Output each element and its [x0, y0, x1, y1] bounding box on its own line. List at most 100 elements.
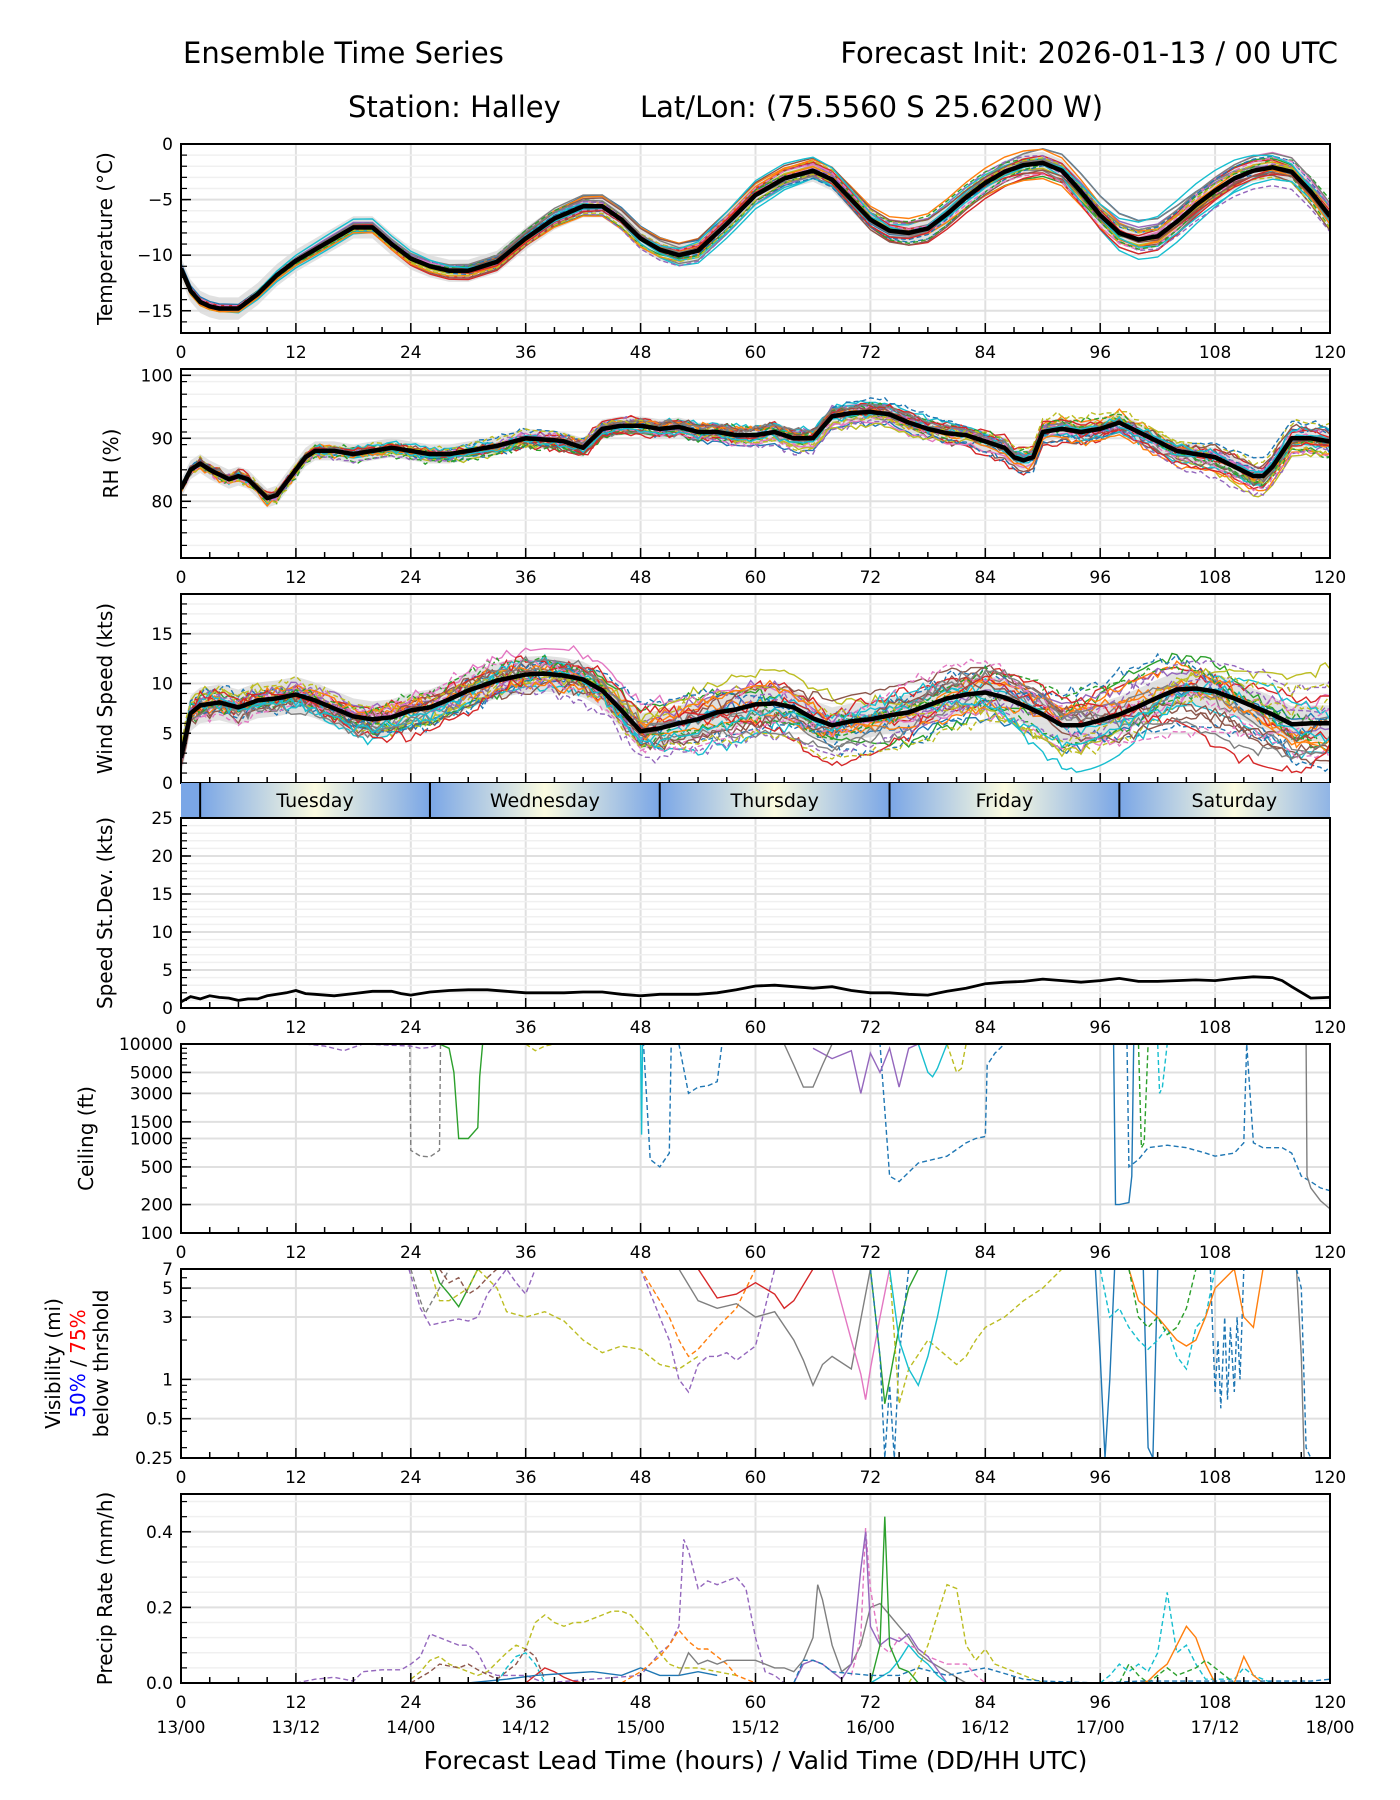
data-layer	[181, 975, 1330, 1004]
x-tick-label: 24	[400, 1243, 422, 1263]
y-tick-label: 15	[151, 885, 173, 905]
data-layer	[181, 396, 1330, 508]
ensemble-member-line	[181, 157, 1330, 310]
x-tick-label: 0	[176, 1468, 187, 1488]
ensemble-member-line	[181, 668, 1330, 760]
day-label: Thursday	[729, 790, 818, 812]
y-tick-label: 0.4	[146, 1523, 173, 1543]
x-axis-label: Forecast Lead Time (hours) / Valid Time …	[424, 1746, 1088, 1775]
y-tick-label: 5	[162, 961, 173, 981]
x-tick-label: 36	[515, 1693, 537, 1713]
y-tick-label: −5	[148, 191, 173, 211]
ensemble-member-line	[181, 418, 1330, 502]
y-tick-label: −10	[137, 246, 173, 266]
series-line-member-blue-dash-2	[1209, 1269, 1245, 1409]
day-label: Friday	[976, 790, 1034, 812]
x-tick-label: 60	[745, 1018, 767, 1038]
ensemble-member-line	[181, 158, 1330, 310]
x-valid-time-label: 18/00	[1306, 1718, 1355, 1738]
y-tick-label: 3000	[130, 1084, 173, 1104]
day-bar-clip	[1330, 783, 1400, 818]
series-line-stdev	[181, 975, 1330, 1004]
series-line-member-gray-2	[1295, 1269, 1307, 1458]
x-tick-label: 108	[1199, 343, 1231, 363]
x-tick-label: 0	[176, 343, 187, 363]
x-tick-label: 84	[974, 1018, 996, 1038]
x-valid-time-label: 13/00	[157, 1718, 206, 1738]
day-segment-prev	[181, 783, 201, 818]
title-forecast-init: Forecast Init: 2026-01-13 / 00 UTC	[840, 36, 1338, 70]
ensemble-member-line	[181, 411, 1330, 500]
series-line-member-orange-dash	[640, 1269, 757, 1358]
x-tick-label: 96	[1089, 1243, 1111, 1263]
x-tick-label: 72	[860, 343, 882, 363]
x-valid-time-label: 14/00	[386, 1718, 435, 1738]
y-tick-label: 1000	[130, 1130, 173, 1150]
series-line-member-blue	[1094, 1269, 1116, 1458]
y-axis-label: Ceiling (ft)	[74, 1086, 98, 1191]
x-tick-label: 12	[285, 343, 307, 363]
series-line-member-purple	[812, 1044, 919, 1094]
y-axis-label: Precip Rate (mm/h)	[93, 1492, 117, 1686]
ensemble-member-line	[181, 658, 1330, 768]
x-tick-label: 84	[974, 1243, 996, 1263]
x-tick-label: 12	[285, 568, 307, 588]
panel-precip: 0.0 0.2 0.4 0 12 24 36 48 60 72 84 96 108 120 Precip R…	[93, 1492, 1355, 1775]
x-tick-label: 0	[176, 568, 187, 588]
ensemble-member-line	[181, 659, 1330, 758]
ensemble-member-line	[181, 158, 1330, 313]
x-tick-label: 48	[630, 1693, 652, 1713]
x-tick-label: 60	[745, 1468, 767, 1488]
x-tick-label: 24	[400, 1693, 422, 1713]
ensemble-mean-line	[181, 160, 1330, 311]
y-tick-label: 200	[141, 1196, 173, 1216]
ensemble-member-line	[181, 654, 1330, 765]
x-valid-time-label: 16/00	[846, 1718, 895, 1738]
x-tick-label: 120	[1314, 1693, 1346, 1713]
x-tick-label: 48	[630, 568, 652, 588]
ensemble-member-line	[181, 652, 1330, 753]
x-valid-time-label: 17/00	[1076, 1718, 1125, 1738]
series-line-member-cyan-dash	[1157, 1044, 1168, 1094]
x-tick-label: 72	[860, 1243, 882, 1263]
title-left: Ensemble Time Series	[183, 36, 504, 70]
x-tick-label: 36	[515, 1243, 537, 1263]
day-label: Tuesday	[275, 790, 353, 812]
y-tick-label: −15	[137, 302, 173, 322]
series-line-member-cyan	[870, 1644, 948, 1683]
x-tick-label: 108	[1199, 1018, 1231, 1038]
x-tick-label: 36	[515, 343, 537, 363]
x-tick-label: 84	[974, 568, 996, 588]
y-axis-label: Temperature (°C)	[93, 152, 117, 326]
y-tick-label: 7	[162, 1260, 173, 1280]
series-line-member-blue-dash-3	[1126, 1044, 1330, 1192]
x-tick-label: 12	[285, 1693, 307, 1713]
x-tick-label: 60	[745, 1693, 767, 1713]
y-tick-label: 5	[162, 724, 173, 744]
x-valid-time-label: 15/00	[616, 1718, 665, 1738]
ensemble-member-line	[181, 148, 1330, 313]
x-tick-label: 96	[1089, 1468, 1111, 1488]
day-segment	[200, 783, 430, 818]
series-line-member-blue-dash	[869, 1269, 910, 1458]
x-valid-time-label: 17/12	[1191, 1718, 1240, 1738]
x-tick-label: 60	[745, 1243, 767, 1263]
series-line-member-green-2	[869, 1269, 919, 1404]
x-tick-label: 0	[176, 1018, 187, 1038]
panel-day_bar: Tuesday Wednesday Thursday Friday Saturday	[181, 783, 1400, 818]
x-valid-time-label: 16/12	[961, 1718, 1010, 1738]
series-line-member-cyan-2	[917, 1044, 948, 1078]
series-line-member-blue-dash-2	[1100, 1678, 1330, 1683]
x-tick-label: 72	[860, 1693, 882, 1713]
x-tick-label: 120	[1314, 343, 1346, 363]
series-line-member-green-dash	[1118, 1659, 1235, 1683]
series-line-member-cyan-dash-2	[1099, 1592, 1273, 1683]
series-line-member-cyan	[639, 1044, 644, 1135]
x-tick-label: 48	[630, 1243, 652, 1263]
series-line-member-brown-dash	[438, 1269, 498, 1296]
y-tick-label: 10000	[119, 1035, 173, 1055]
series-line-member-gray	[783, 1044, 833, 1088]
x-tick-label: 36	[515, 568, 537, 588]
x-tick-label: 96	[1089, 1018, 1111, 1038]
series-line-member-olive-dash	[946, 1044, 967, 1074]
